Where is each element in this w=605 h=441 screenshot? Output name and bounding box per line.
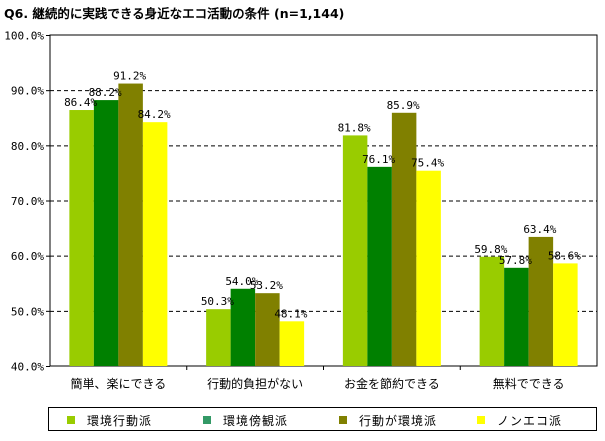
data-label: 63.4% xyxy=(523,223,556,236)
legend-swatch xyxy=(477,416,485,424)
bar xyxy=(528,236,554,366)
chart-title: Q6. 継続的に実践できる身近なエコ活動の条件 (n=1,144) xyxy=(4,6,345,21)
legend-label: 環境傍観派 xyxy=(223,413,289,428)
data-label: 75.4% xyxy=(411,157,444,170)
y-tick-label: 100.0% xyxy=(4,30,44,43)
y-tick-label: 90.0% xyxy=(11,85,44,98)
x-tick-label: 無料でできる xyxy=(493,376,565,391)
y-tick-label: 50.0% xyxy=(11,305,44,318)
data-label: 91.2% xyxy=(113,70,146,83)
bar xyxy=(342,135,368,366)
legend-swatch xyxy=(67,416,75,424)
bar xyxy=(69,110,94,366)
chart-legend: 環境行動派 環境傍観派 行動が環境派 ノンエコ派 xyxy=(48,407,597,431)
legend-swatch xyxy=(203,416,211,424)
data-label: 57.8% xyxy=(499,254,532,267)
data-label: 58.6% xyxy=(548,249,581,262)
bar xyxy=(504,267,529,366)
bar-chart: 40.0% 50.0% 60.0% 70.0% 80.0% 90.0% 100.0% 簡単、楽… xyxy=(4,30,598,391)
legend-item: 環境傍観派 xyxy=(203,412,288,428)
data-label: 76.1% xyxy=(362,153,395,166)
data-label: 85.9% xyxy=(387,99,420,112)
y-tick-label: 60.0% xyxy=(11,250,44,263)
bar xyxy=(142,122,168,366)
y-tick-label: 80.0% xyxy=(11,140,44,153)
data-label: 84.2% xyxy=(138,108,171,121)
bar xyxy=(553,263,578,366)
bar xyxy=(93,100,119,366)
data-label: 53.2% xyxy=(250,279,283,292)
data-label: 81.8% xyxy=(338,121,371,134)
bar xyxy=(416,170,441,366)
bar xyxy=(279,321,305,366)
bar xyxy=(391,112,417,366)
bar xyxy=(479,256,505,366)
bar xyxy=(230,288,256,366)
data-label: 50.3% xyxy=(201,295,234,308)
y-tick-label: 40.0% xyxy=(11,361,44,374)
x-tick-label: 簡単、楽にできる xyxy=(70,376,166,391)
legend-label: ノンエコ派 xyxy=(497,413,563,428)
legend-label: 環境行動派 xyxy=(87,413,153,428)
bar xyxy=(118,83,143,367)
bar xyxy=(206,309,231,366)
data-label: 48.1% xyxy=(274,307,307,320)
legend-item: ノンエコ派 xyxy=(477,412,562,428)
x-tick-label: お金を節約できる xyxy=(344,376,440,391)
bar xyxy=(255,293,280,366)
y-tick-label: 70.0% xyxy=(11,195,44,208)
legend-label: 行動が環境派 xyxy=(359,413,438,428)
legend-item: 環境行動派 xyxy=(67,412,152,428)
bar xyxy=(367,166,392,366)
data-label: 59.8% xyxy=(474,243,507,256)
data-label: 54.0% xyxy=(225,275,258,288)
legend-item: 行動が環境派 xyxy=(339,412,437,428)
x-tick-label: 行動的負担がない xyxy=(207,376,303,391)
data-label: 86.4% xyxy=(64,96,97,109)
data-label: 88.2% xyxy=(89,86,122,99)
legend-swatch xyxy=(339,416,347,424)
